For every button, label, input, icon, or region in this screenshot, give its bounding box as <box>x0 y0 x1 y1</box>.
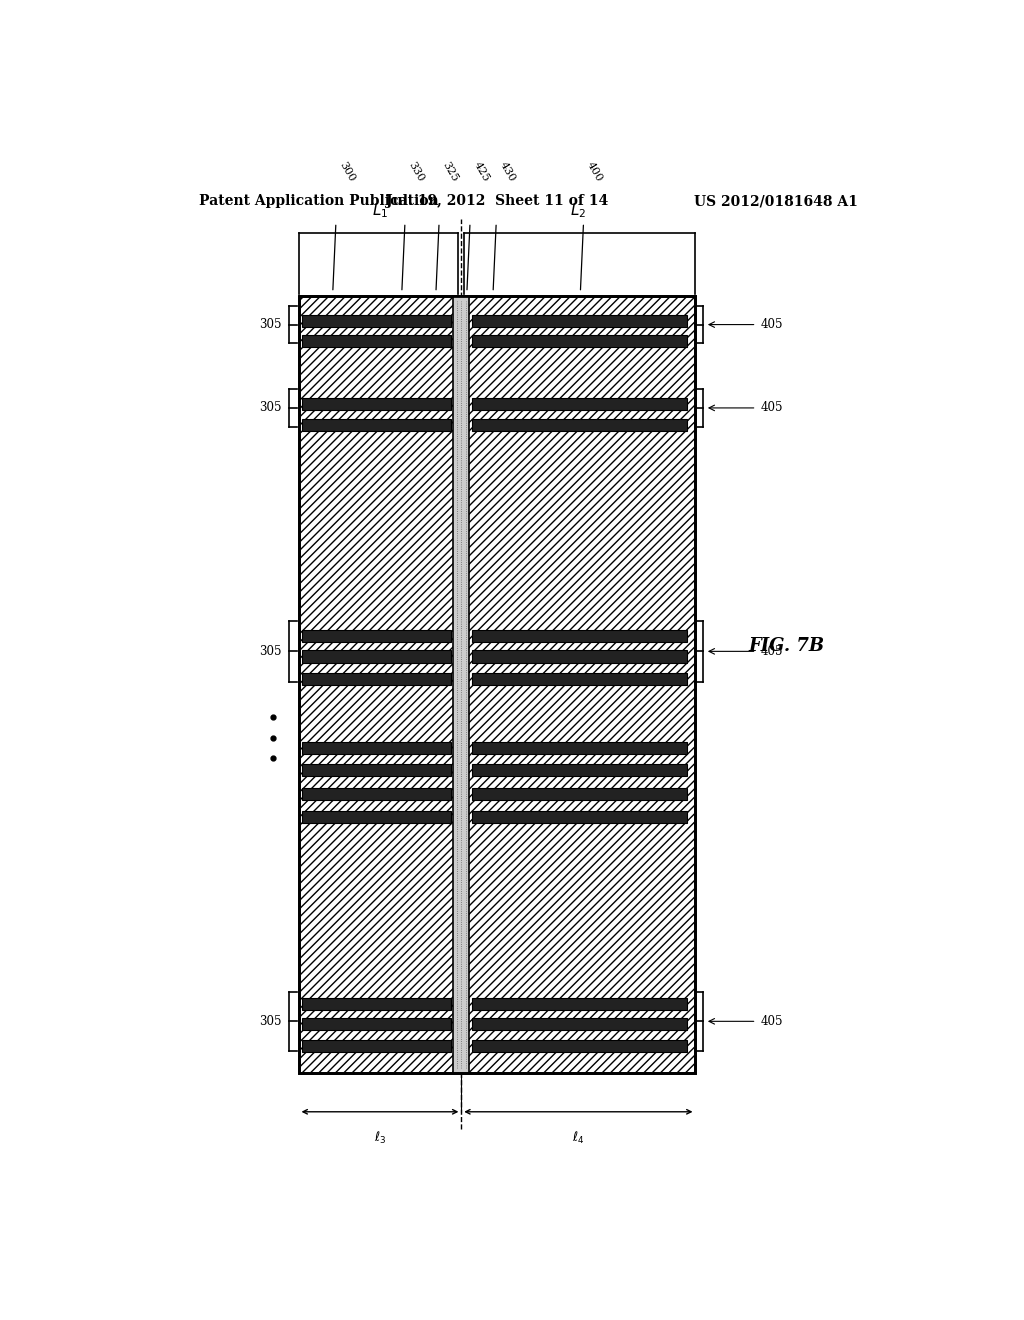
Bar <box>472 810 687 824</box>
Text: 430: 430 <box>498 160 517 183</box>
Bar <box>454 296 469 1073</box>
Text: $\ell_4$: $\ell_4$ <box>572 1130 585 1146</box>
Text: 305: 305 <box>259 401 282 414</box>
Bar <box>302 315 451 327</box>
Text: US 2012/0181648 A1: US 2012/0181648 A1 <box>694 194 858 209</box>
Text: $\ell_3$: $\ell_3$ <box>374 1130 386 1146</box>
Bar <box>472 418 687 430</box>
Text: Patent Application Publication: Patent Application Publication <box>200 194 439 209</box>
Bar <box>472 742 687 754</box>
Bar <box>472 651 687 663</box>
Bar <box>472 315 687 327</box>
Bar <box>472 764 687 776</box>
Text: $L_1$: $L_1$ <box>372 202 388 220</box>
Bar <box>302 764 451 776</box>
Text: $L_2$: $L_2$ <box>570 202 587 220</box>
Bar <box>299 296 695 1073</box>
Bar <box>302 1040 451 1052</box>
Bar <box>302 399 451 411</box>
Bar <box>302 418 451 430</box>
Text: 305: 305 <box>259 1015 282 1028</box>
Text: 325: 325 <box>440 160 460 183</box>
Text: FIG. 7B: FIG. 7B <box>749 638 824 655</box>
Text: 405: 405 <box>761 1015 783 1028</box>
Bar <box>302 335 451 347</box>
Text: 405: 405 <box>761 645 783 657</box>
Bar <box>472 630 687 643</box>
Text: Jul. 19, 2012  Sheet 11 of 14: Jul. 19, 2012 Sheet 11 of 14 <box>386 194 608 209</box>
Bar <box>472 673 687 685</box>
Text: 405: 405 <box>761 318 783 331</box>
Bar <box>302 630 451 643</box>
Text: 305: 305 <box>259 645 282 657</box>
Bar <box>302 998 451 1010</box>
Bar <box>302 673 451 685</box>
Text: 305: 305 <box>259 318 282 331</box>
Bar <box>472 788 687 800</box>
Bar <box>299 296 695 1073</box>
Bar <box>472 399 687 411</box>
Text: 425: 425 <box>472 160 490 183</box>
Bar <box>302 1018 451 1031</box>
Bar <box>472 1040 687 1052</box>
Text: 330: 330 <box>407 160 426 183</box>
Text: 405: 405 <box>761 401 783 414</box>
Bar <box>472 1018 687 1031</box>
Bar <box>472 998 687 1010</box>
Bar <box>302 742 451 754</box>
Bar <box>302 810 451 824</box>
Bar <box>302 651 451 663</box>
Text: 400: 400 <box>585 160 604 183</box>
Bar <box>302 788 451 800</box>
Bar <box>472 335 687 347</box>
Text: 300: 300 <box>338 160 356 183</box>
